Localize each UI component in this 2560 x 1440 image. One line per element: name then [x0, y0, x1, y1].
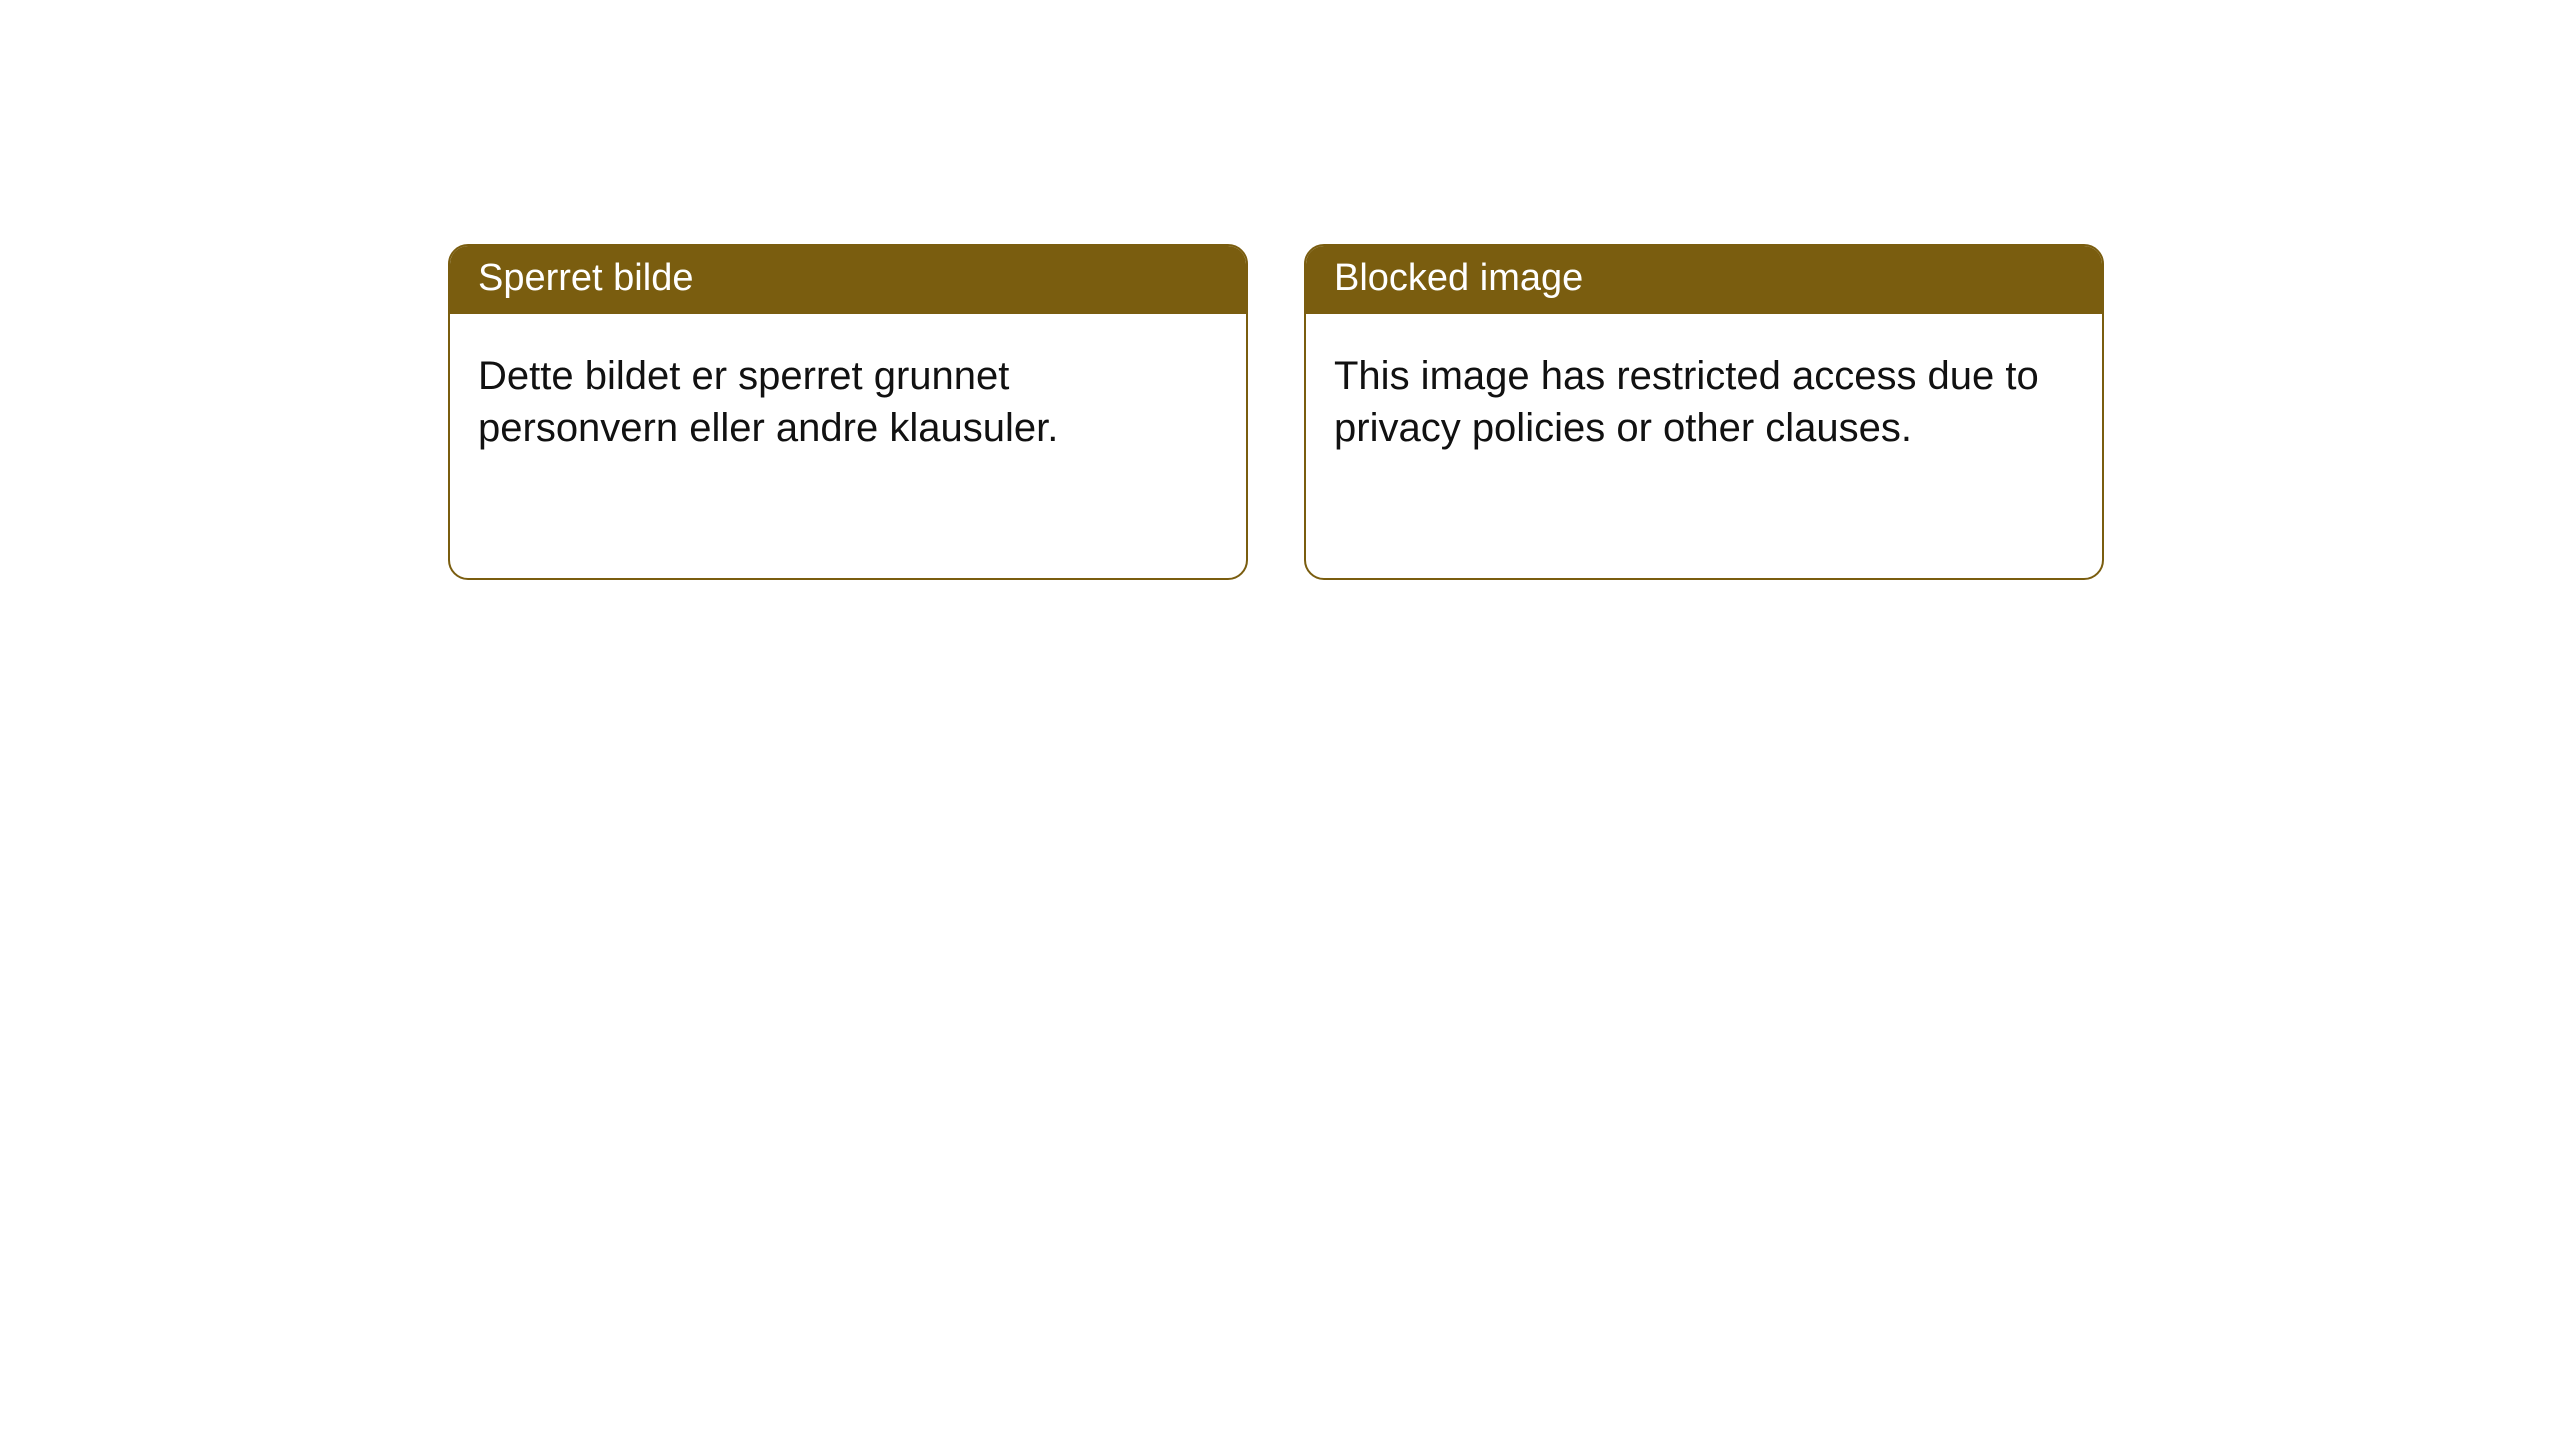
notice-card-body: Dette bildet er sperret grunnet personve… — [450, 314, 1246, 482]
notice-card-en: Blocked image This image has restricted … — [1304, 244, 2104, 580]
notice-card-body: This image has restricted access due to … — [1306, 314, 2102, 482]
notice-card-title: Blocked image — [1306, 246, 2102, 314]
notice-card-no: Sperret bilde Dette bildet er sperret gr… — [448, 244, 1248, 580]
notice-card-title: Sperret bilde — [450, 246, 1246, 314]
notice-container: Sperret bilde Dette bildet er sperret gr… — [448, 244, 2104, 580]
